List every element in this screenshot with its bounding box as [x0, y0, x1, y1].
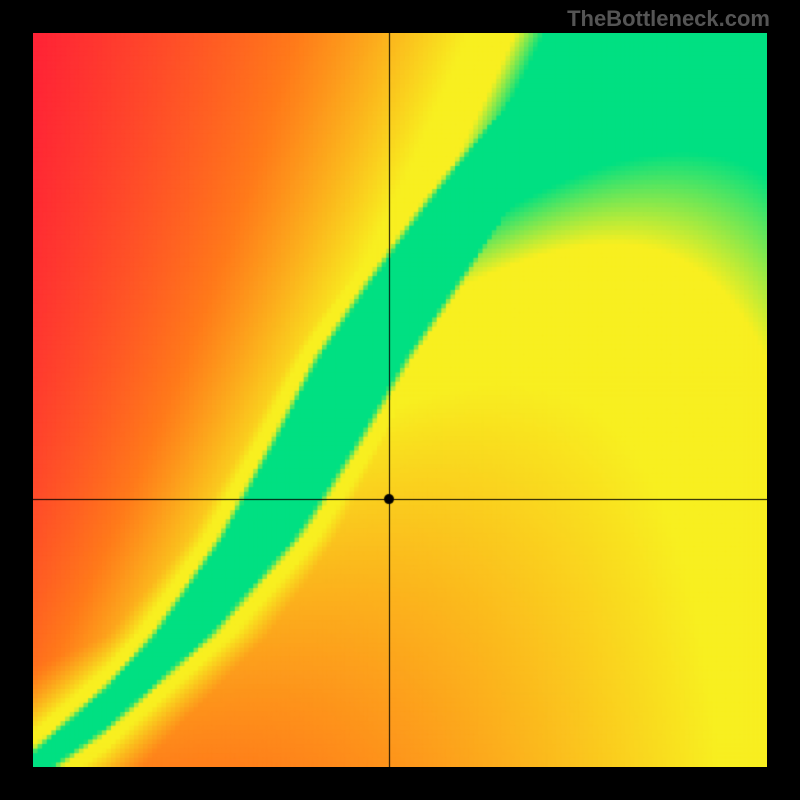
chart-container: TheBottleneck.com: [0, 0, 800, 800]
watermark-text: TheBottleneck.com: [567, 6, 770, 32]
bottleneck-heatmap: [33, 33, 767, 767]
